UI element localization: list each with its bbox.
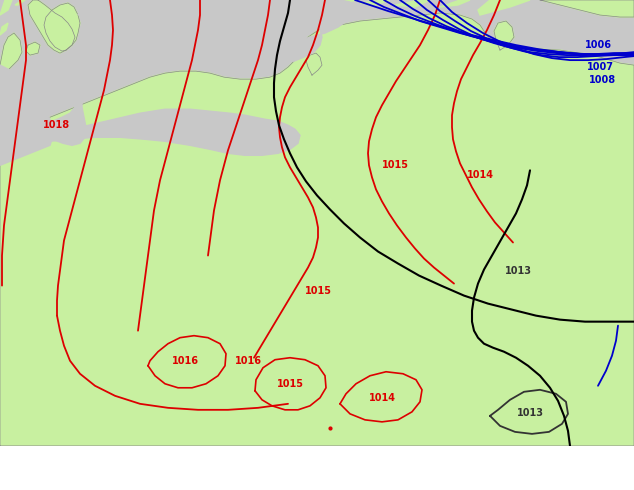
Text: 1014: 1014 <box>467 171 493 180</box>
Text: 1013: 1013 <box>505 266 531 275</box>
Polygon shape <box>306 53 322 75</box>
Polygon shape <box>440 0 470 7</box>
Text: 1015: 1015 <box>382 160 408 171</box>
Polygon shape <box>26 42 40 55</box>
Text: ©weatheronline.co.uk: ©weatheronline.co.uk <box>470 477 586 487</box>
Polygon shape <box>44 3 80 51</box>
Text: 1007: 1007 <box>586 62 614 72</box>
Text: 1018: 1018 <box>42 120 70 130</box>
Text: 1008: 1008 <box>588 75 616 85</box>
Text: 1014: 1014 <box>368 393 396 403</box>
Polygon shape <box>316 57 330 67</box>
Polygon shape <box>0 65 55 165</box>
Text: 1016: 1016 <box>172 356 198 366</box>
Polygon shape <box>540 0 634 17</box>
Polygon shape <box>48 0 356 146</box>
Text: 1013: 1013 <box>517 408 543 418</box>
Text: 1015: 1015 <box>276 379 304 389</box>
Polygon shape <box>0 0 12 15</box>
Text: 1016: 1016 <box>235 356 261 366</box>
Polygon shape <box>395 0 430 7</box>
Text: Surface pressure [hPa] ECMWF: Surface pressure [hPa] ECMWF <box>8 455 207 468</box>
Polygon shape <box>494 21 514 50</box>
Polygon shape <box>478 0 530 15</box>
Polygon shape <box>330 0 358 3</box>
Polygon shape <box>42 109 300 155</box>
Text: Mo 10-06-2024 00:00 UTC (12+156): Mo 10-06-2024 00:00 UTC (12+156) <box>340 455 568 468</box>
Text: 1015: 1015 <box>304 286 332 295</box>
Polygon shape <box>0 33 22 75</box>
Polygon shape <box>0 23 8 35</box>
Polygon shape <box>15 0 25 5</box>
Polygon shape <box>0 13 634 446</box>
Text: 1006: 1006 <box>585 40 612 50</box>
Polygon shape <box>360 0 390 5</box>
Polygon shape <box>28 0 75 53</box>
